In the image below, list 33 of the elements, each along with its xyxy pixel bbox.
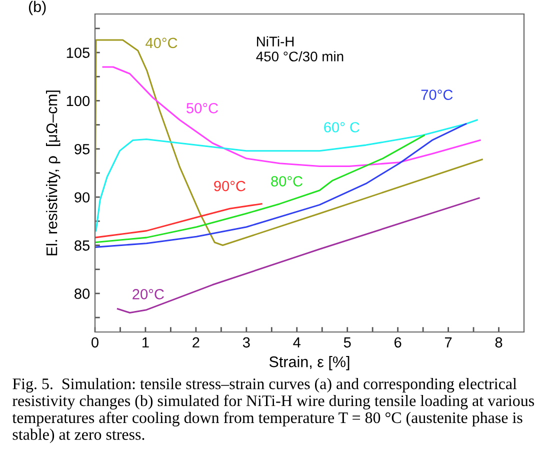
series-label: 90°C [214,180,246,192]
x-tick-label: 8 [495,337,502,348]
series-label: 20°C [132,289,164,300]
x-tick-label: 0 [92,337,98,348]
y-tick-label: 105 [66,48,90,58]
series-label: 70°C [421,90,453,100]
line-series [116,197,480,314]
annotation: NiTi-H 450 °C/30 min [256,36,344,62]
series-label: 80°C [271,176,302,186]
text: (b) [28,0,46,16]
series-label: 50°C [186,102,218,114]
x-tick-label: 3 [242,337,250,348]
series-label: 60° C [324,122,360,132]
x-tick-label: 2 [192,337,200,348]
line-series [95,134,425,244]
x-tick-label: 1 [142,337,149,348]
y-tick-label: 100 [66,96,90,106]
y-tick-label: 85 [74,240,90,251]
x-axis-title: Strain, ε [%] [269,356,350,370]
x-tick-label: 6 [394,337,402,348]
x-tick-label: 7 [444,337,452,348]
y-tick-label: 90 [74,192,90,203]
y-tick-label: 80 [74,288,90,299]
line-series [102,66,481,168]
y-tick-label: 95 [74,144,90,154]
line-series [95,203,262,238]
caption: Fig. 5. Simulation: tensile stress–strain curves (a) and corresponding electrical resistivity changes (b) simulated for NiTi-H wire during tensile loading at various temperatures after cooling down from temperature T = 80 °C (austenite phase is stable) at zero stress. [12,378,534,444]
line-series [95,123,467,248]
x-tick-label: 5 [344,337,351,348]
line-series [95,119,478,232]
y-axis-title: El. resistivity, ρ [μΩ–cm] [46,90,60,256]
series-label: 40°C [146,38,178,48]
x-tick-label: 4 [293,337,301,348]
